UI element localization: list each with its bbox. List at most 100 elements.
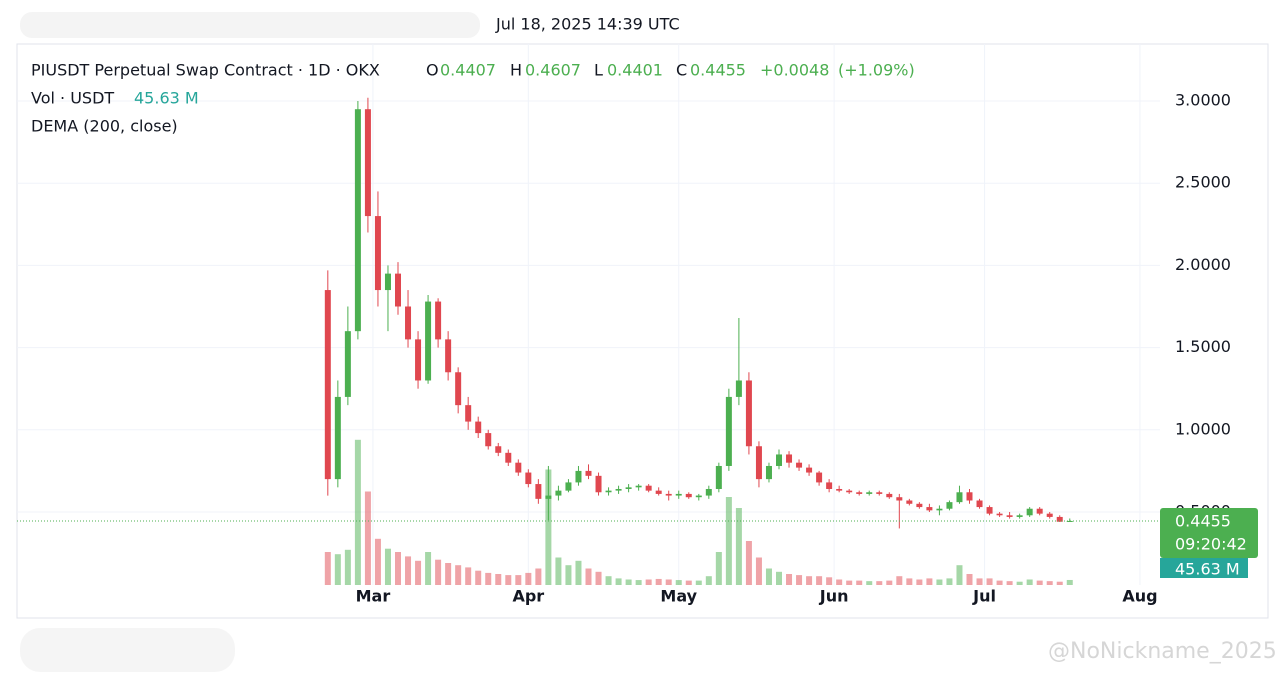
candle-body [685,493,692,498]
volume-bar [625,579,632,585]
volume-bar [926,578,933,585]
candle-body [405,306,412,340]
candle-body [976,500,983,508]
volume-bar [344,549,351,585]
volume-bar [836,579,843,585]
y-tick-label: 3.0000 [1175,90,1231,109]
volume-bar [765,568,772,585]
timestamp: Jul 18, 2025 14:39 UTC [495,15,680,34]
volume-bar [936,579,943,585]
candle-body [455,372,462,406]
volume-bar [976,578,983,585]
legend-close: 0.4455 [690,61,746,80]
volume-bar [435,559,442,585]
volume-bar [896,576,903,585]
price-tag-countdown: 09:20:42 [1175,535,1247,554]
candle-body [966,492,973,501]
x-tick-label: Mar [356,587,391,606]
candle-body [896,497,903,501]
candle-body [535,484,542,499]
candle-body [545,495,552,499]
candle-body [364,109,371,217]
volume-bar [745,541,752,585]
candle-body [1006,515,1013,517]
legend-o: O [426,61,439,80]
volume-bar [866,581,873,585]
volume-bar [816,576,823,585]
volume-bar [1016,581,1023,585]
volume-bar [465,567,472,585]
volume-bar [705,576,712,585]
volume-bar [485,572,492,585]
volume-bar [1066,579,1073,585]
legend-change: +0.0048 [760,61,829,80]
candle-body [906,500,913,504]
watermark: @NoNickname_2025 [1048,639,1277,664]
candle-body [625,487,632,489]
candle-body [675,493,682,496]
x-tick-label: Jun [819,587,849,606]
candle-body [996,513,1003,516]
candle-body [605,490,612,493]
legend-l: L [594,61,603,80]
candle-body [505,452,512,463]
volume-bar [324,552,331,585]
y-tick-label: 2.0000 [1175,255,1231,274]
candle-body [585,470,592,476]
candle-body [1026,508,1033,516]
volume-bar [806,576,813,585]
volume-bar [545,469,552,585]
volume-bar [755,557,762,585]
blurred-header [20,12,480,38]
candle-body [425,301,432,381]
x-tick-label: Aug [1122,587,1157,606]
x-tick-label: Jul [972,587,996,606]
volume-bar [856,580,863,585]
candle-body [334,396,341,480]
candle-body [665,493,672,496]
volume-bar [555,557,562,585]
volume-bar [334,554,341,585]
blurred-footer [20,628,235,672]
legend-high: 0.4607 [525,61,581,80]
candle-body [796,462,803,468]
candle-body [866,492,873,494]
volume-bar [1006,581,1013,585]
candle-body [645,485,652,491]
chart-frame [16,43,1269,619]
volume-bar [585,568,592,585]
candle-body [555,490,562,496]
candle-body [886,493,893,498]
volume-bar [876,581,883,585]
candle-body [856,492,863,494]
volume-bar [425,552,432,585]
candle-body [374,216,381,291]
volume-bar [475,570,482,585]
candle-body [836,488,843,491]
volume-bar [725,497,732,585]
candle-body [615,488,622,491]
volume-bar [575,560,582,585]
candle-body [1036,508,1043,514]
volume-bar [886,580,893,585]
candle-body [655,490,662,494]
candle-body [1056,516,1063,522]
volume-bar [505,575,512,585]
volume-bar [1036,580,1043,585]
candle-body [816,472,823,483]
candle-body [395,273,401,307]
candle-body [1066,520,1073,522]
volume-bar [685,580,692,585]
candle-body [946,502,953,509]
volume-bar [525,572,532,585]
volume-value: 45.63 M [134,89,199,108]
candle-body [846,490,853,493]
volume-bar [384,548,391,585]
candle-body [415,339,422,381]
y-tick-label: 2.5000 [1175,173,1231,192]
volume-bar [615,578,622,585]
candle-body [354,109,361,332]
volume-bar [956,565,963,585]
